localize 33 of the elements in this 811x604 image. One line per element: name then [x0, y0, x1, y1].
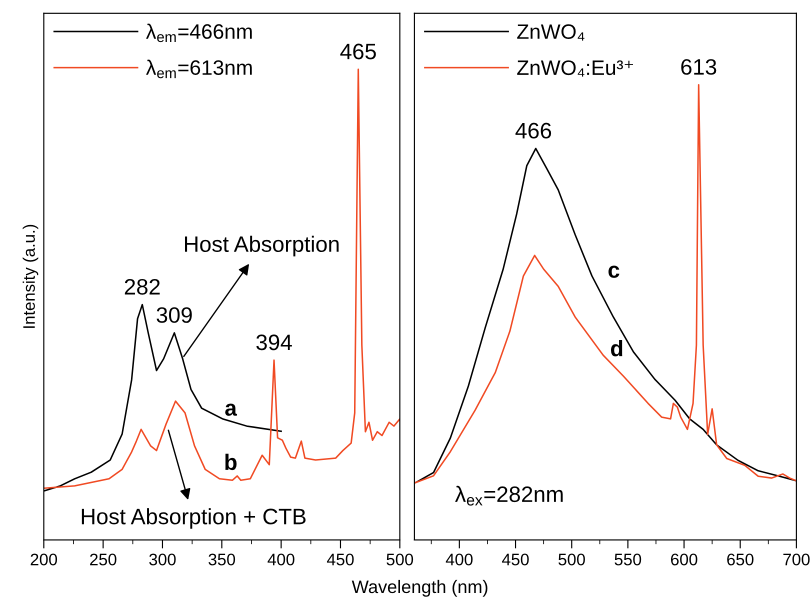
legend-label: λ$_{em}$=613nm [146, 60, 252, 78]
x-tick-label: 700 [783, 554, 810, 566]
y-axis-title: Intensity (a.u.) [22, 224, 38, 328]
x-tick-label: 450 [502, 554, 529, 566]
annotation: 613 [681, 59, 716, 75]
x-tick-label: 550 [614, 554, 642, 566]
legend-label: ZnWO₄:Eu³⁺ [517, 60, 633, 77]
annotation: b [225, 454, 237, 470]
x-tick-label: 650 [727, 554, 754, 566]
annotation: 394 [256, 334, 292, 350]
annotation: a [225, 404, 238, 416]
x-tick-label: 500 [386, 554, 414, 566]
x-tick-label: 600 [671, 554, 698, 566]
annotation: 282 [124, 278, 160, 295]
x-axis-title: Wavelength (nm) [352, 580, 488, 597]
x-tick-label: 250 [90, 554, 116, 566]
x-tick-label: 450 [326, 554, 354, 566]
annotation: Host Absorption [184, 236, 339, 256]
annotation: λ$_{ex}$=282nm [455, 486, 563, 506]
x-tick-label: 200 [30, 554, 58, 566]
annotation: Host Absorption + CTB [82, 508, 306, 529]
legend-label: ZnWO₄ [517, 24, 584, 41]
annotation: c [608, 266, 620, 278]
x-tick-label: 500 [558, 554, 585, 566]
annotation: 309 [156, 307, 192, 323]
legend-label: λ$_{em}$=466nm [146, 24, 252, 42]
x-tick-label: 400 [268, 554, 294, 566]
annotation: d [611, 340, 622, 356]
annotation: 465 [340, 44, 376, 60]
x-tick-label: 300 [149, 554, 176, 566]
x-tick-label: 350 [208, 554, 236, 566]
annotation: 466 [515, 122, 552, 139]
x-tick-label: 400 [446, 554, 473, 566]
